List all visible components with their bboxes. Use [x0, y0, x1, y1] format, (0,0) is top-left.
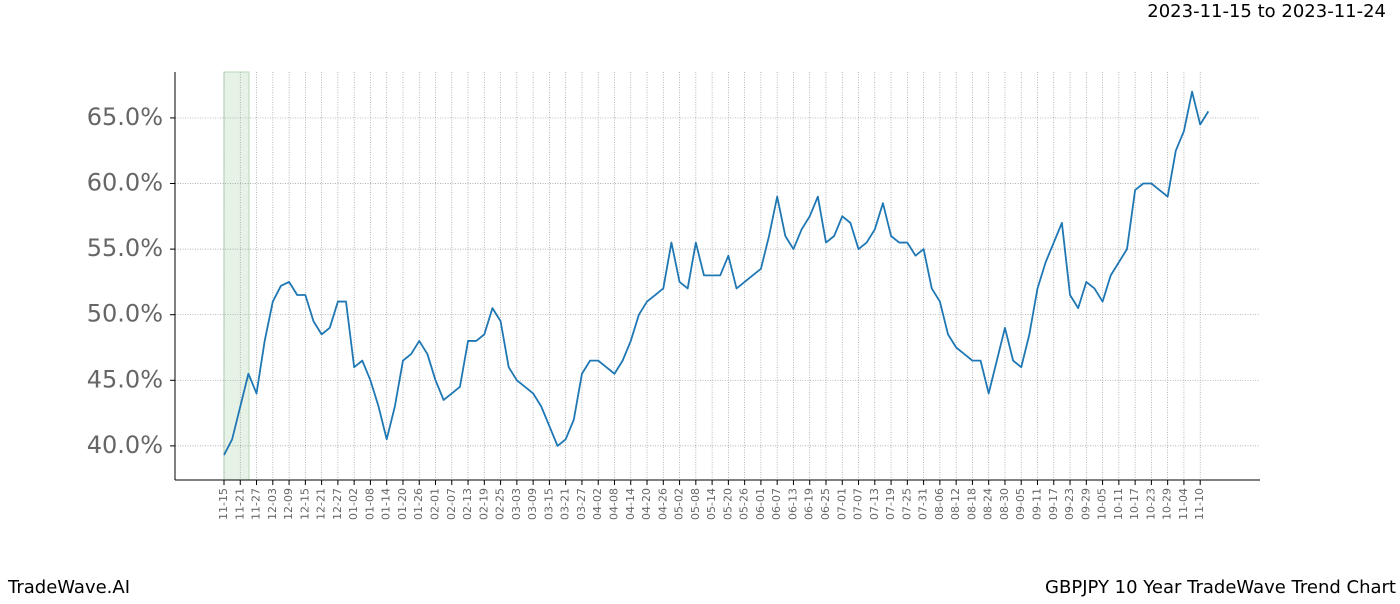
x-tick-label: 12-15 [298, 488, 311, 520]
x-tick-label: 10-11 [1112, 488, 1125, 520]
x-tick-label: 12-09 [282, 488, 295, 520]
x-tick-label: 01-14 [380, 488, 393, 520]
x-tick-label: 04-08 [607, 488, 620, 520]
x-tick-label: 08-30 [998, 488, 1011, 520]
x-tick-label: 01-26 [412, 488, 425, 520]
x-tick-label: 11-27 [250, 488, 263, 520]
grid [175, 72, 1260, 480]
x-tick-label: 11-21 [233, 488, 246, 520]
x-tick-label: 07-25 [900, 488, 913, 520]
x-tick-label: 07-01 [835, 488, 848, 520]
x-tick-label: 04-02 [591, 488, 604, 520]
x-tick-label: 03-27 [575, 488, 588, 520]
x-tick-label: 12-21 [315, 488, 328, 520]
x-tick-label: 07-19 [884, 488, 897, 520]
x-tick-label: 06-01 [754, 488, 767, 520]
x-tick-label: 03-15 [542, 488, 555, 520]
x-tick-label: 10-05 [1096, 488, 1109, 520]
x-tick-label: 06-19 [803, 488, 816, 520]
x-tick-label: 02-19 [477, 488, 490, 520]
x-tick-label: 11-04 [1177, 488, 1190, 520]
x-tick-label: 02-01 [429, 488, 442, 520]
y-tick-label: 45.0% [87, 365, 163, 393]
x-tick-label: 07-13 [868, 488, 881, 520]
x-tick-label: 04-14 [624, 488, 637, 520]
x-tick-label: 12-03 [266, 488, 279, 520]
x-tick-label: 01-20 [396, 488, 409, 520]
x-tick-label: 09-11 [1031, 488, 1044, 520]
x-tick-label: 09-23 [1063, 488, 1076, 520]
x-tick-label: 01-02 [347, 488, 360, 520]
x-tick-label: 06-13 [786, 488, 799, 520]
plot [223, 90, 1210, 456]
x-tick-label: 01-08 [363, 488, 376, 520]
x-tick-label: 06-07 [770, 488, 783, 520]
y-tick-label: 50.0% [87, 300, 163, 328]
x-tick-label: 12-27 [331, 488, 344, 520]
x-tick-label: 09-29 [1079, 488, 1092, 520]
x-tick-label: 09-05 [1014, 488, 1027, 520]
x-tick-label: 03-03 [510, 488, 523, 520]
x-tick-label: 02-07 [445, 488, 458, 520]
x-tick-label: 05-08 [689, 488, 702, 520]
x-tick-label: 02-13 [461, 488, 474, 520]
x-tick-label: 06-25 [819, 488, 832, 520]
x-tick-label: 02-25 [494, 488, 507, 520]
y-tick-label: 60.0% [87, 169, 163, 197]
x-tick-label: 05-26 [738, 488, 751, 520]
x-tick-label: 08-06 [933, 488, 946, 520]
y-tick-label: 65.0% [87, 103, 163, 131]
x-tick-label: 04-26 [656, 488, 669, 520]
x-tick-label: 10-29 [1161, 488, 1174, 520]
x-tick-label: 11-15 [217, 488, 230, 520]
y-tick-label: 40.0% [87, 431, 163, 459]
y-tick-label: 55.0% [87, 234, 163, 262]
x-tick-label: 09-17 [1047, 488, 1060, 520]
line-series [223, 90, 1210, 456]
x-tick-label: 08-12 [949, 488, 962, 520]
x-tick-label: 04-20 [640, 488, 653, 520]
x-tick-label: 08-18 [965, 488, 978, 520]
chart-title: 2023-11-15 to 2023-11-24 [1147, 1, 1386, 22]
x-tick-label: 08-24 [982, 488, 995, 520]
x-tick-label: 03-09 [526, 488, 539, 520]
x-tick-label: 05-02 [673, 488, 686, 520]
x-tick-label: 03-21 [559, 488, 572, 520]
x-tick-label: 05-14 [705, 488, 718, 520]
highlight-band [223, 71, 250, 481]
footer-right: GBPJPY 10 Year TradeWave Trend Chart [1045, 577, 1396, 598]
x-tick-label: 11-10 [1193, 488, 1206, 520]
x-tick-label: 10-17 [1128, 488, 1141, 520]
x-tick-label: 05-20 [721, 488, 734, 520]
x-tick-label: 07-31 [917, 488, 930, 520]
footer-left: TradeWave.AI [7, 577, 130, 598]
x-tick-label: 07-07 [852, 488, 865, 520]
x-tick-label: 10-23 [1144, 488, 1157, 520]
